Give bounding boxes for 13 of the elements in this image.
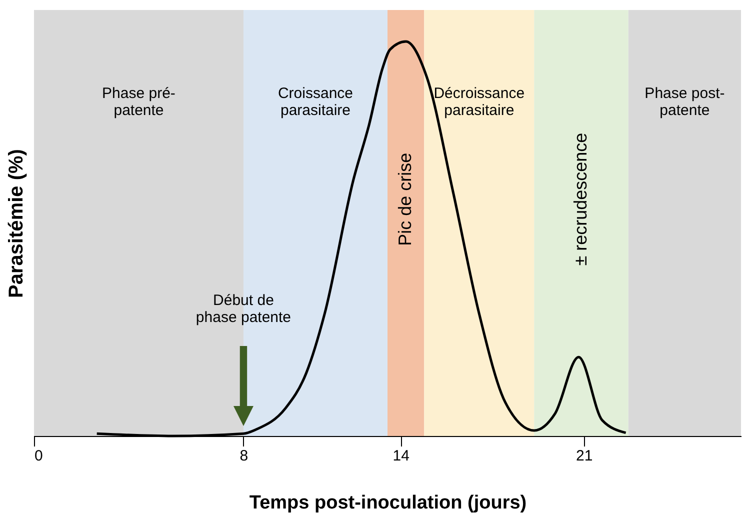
x-axis-title: Temps post-inoculation (jours) <box>249 492 527 514</box>
y-axis-title: Parasitémie (%) <box>6 149 28 298</box>
x-tick-label: 21 <box>576 448 593 464</box>
band-label: Phase pré- patente <box>102 84 176 119</box>
band-label: Croissance parasitaire <box>278 84 354 119</box>
band-label: Décroissance parasitaire <box>434 84 525 119</box>
band-label: Phase post- patente <box>644 84 725 119</box>
x-tick-label: 0 <box>34 448 43 464</box>
x-tick-label: 8 <box>240 448 248 464</box>
band-label: Pic de crise <box>394 152 415 246</box>
x-tick-label: 14 <box>392 448 410 464</box>
band-label: ± recrudescence <box>570 132 590 266</box>
annotation: Début de phase patente <box>196 292 292 326</box>
